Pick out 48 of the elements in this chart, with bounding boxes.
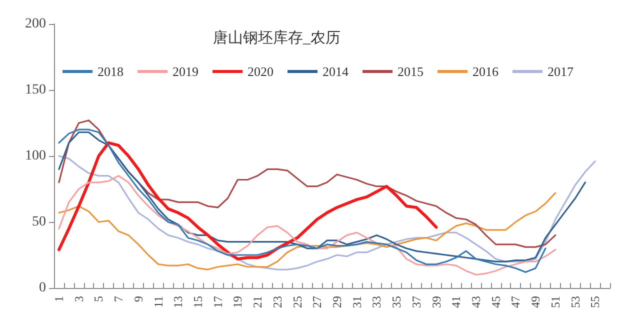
- x-tick-label: 55: [588, 296, 602, 308]
- line-series: [58, 120, 556, 248]
- x-tick-label: 53: [568, 296, 582, 308]
- x-tick-label: 21: [250, 296, 265, 308]
- legend-label: 2019: [172, 64, 198, 79]
- x-tick-label: 17: [210, 296, 225, 308]
- x-tick-label: 23: [270, 296, 284, 308]
- x-tick-label: 15: [190, 296, 205, 308]
- x-tick-label: 5: [92, 296, 106, 302]
- x-tick-label: 39: [429, 296, 444, 308]
- x-tick-label: 33: [370, 296, 384, 308]
- legend-label: 2018: [98, 64, 124, 79]
- legend-label: 2017: [548, 64, 574, 79]
- x-tick-label: 11: [151, 296, 166, 308]
- x-tick-label: 27: [310, 296, 324, 308]
- x-tick-label: 51: [548, 296, 562, 308]
- x-tick-label: 7: [112, 296, 126, 302]
- y-tick-label: 50: [32, 214, 46, 230]
- line-series: [58, 175, 556, 276]
- y-tick-label: 200: [25, 16, 46, 32]
- y-tick-label: 150: [25, 82, 46, 98]
- line-series: [58, 128, 546, 273]
- line-series: [58, 155, 596, 270]
- line-series: [58, 192, 556, 270]
- x-tick-label: 29: [330, 296, 344, 308]
- x-tick-label: 49: [528, 296, 543, 308]
- x-tick-label: 41: [449, 296, 464, 308]
- x-tick-label: 9: [131, 296, 146, 302]
- legend-label: 2014: [322, 64, 349, 79]
- x-tick-label: 1: [52, 296, 66, 302]
- x-tick-label: 43: [468, 296, 483, 308]
- line-series: [58, 131, 586, 262]
- y-tick-label: 100: [25, 148, 46, 164]
- x-tick-label: 37: [409, 296, 424, 308]
- x-tick-label: 3: [72, 296, 86, 302]
- x-tick-label: 19: [230, 296, 245, 308]
- x-tick-label: 31: [350, 296, 364, 308]
- x-tick-label: 13: [171, 296, 186, 308]
- x-tick-label: 45: [488, 296, 503, 308]
- legend-label: 2020: [248, 64, 274, 79]
- y-tick-label: 0: [39, 280, 46, 296]
- x-tick-label: 47: [508, 296, 523, 308]
- legend-label: 2015: [398, 64, 424, 79]
- legend-label: 2016: [472, 64, 499, 79]
- chart-title: 唐山钢坯库存_农历: [213, 30, 340, 46]
- line-series: [57, 141, 438, 260]
- x-tick-label: 25: [290, 296, 304, 308]
- x-tick-label: 35: [390, 296, 404, 308]
